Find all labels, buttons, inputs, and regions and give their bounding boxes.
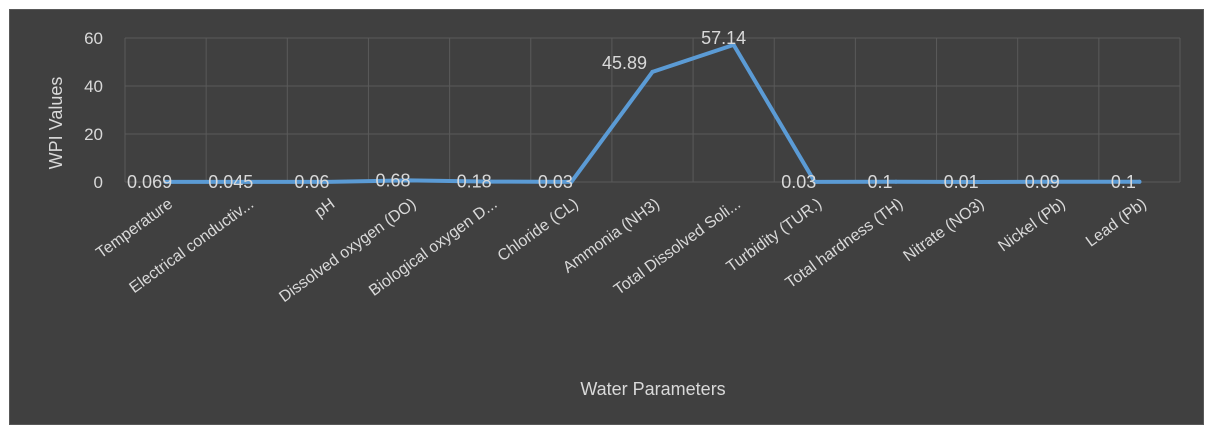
horizontal-gridlines [125,37,1180,183]
data-point [1056,179,1061,184]
data-point [650,69,655,74]
x-category-label: Dissolved oxygen (DO) [276,195,419,305]
y-tick-label: 20 [84,125,103,144]
data-point [407,178,412,183]
data-point [812,179,817,184]
data-point [893,179,898,184]
data-point [244,179,249,184]
vertical-gridlines [124,38,1181,182]
x-category-label: Nickel (Pb) [995,195,1068,255]
x-category-label: Chloride (CL) [495,195,582,265]
data-label: 0.03 [781,172,816,192]
data-label: 0.045 [208,172,253,192]
series-layer [163,42,1142,184]
data-point [325,179,330,184]
x-category-label: Temperature [93,195,176,262]
data-label: 0.069 [127,172,172,192]
y-axis-tick-labels: 0 20 40 60 [84,29,103,192]
data-label: 0.03 [538,172,573,192]
data-label: 0.09 [1025,172,1060,192]
data-label: 0.1 [867,172,892,192]
data-label: 0.06 [294,172,329,192]
y-axis-title: WPI Values [46,77,66,170]
y-tick-label: 60 [84,29,103,48]
x-category-label: Nitrate (NO3) [901,195,988,265]
data-point [975,179,980,184]
data-point [731,42,736,47]
chart-area: 0 20 40 60 Temperature Electrical conductiv.… [9,9,1204,425]
data-point [488,179,493,184]
data-label: 45.89 [602,53,647,73]
data-point [163,179,168,184]
data-label: 57.14 [701,28,746,48]
data-label: 0.01 [944,172,979,192]
data-label: 0.18 [457,172,492,192]
x-category-label: Lead (Pb) [1083,195,1150,250]
x-category-label: pH [312,195,339,221]
data-point [1137,179,1142,184]
data-labels: 0.069 0.045 0.06 0.68 0.18 0.03 45.89 57.14 0.03… [127,28,1136,192]
y-tick-label: 40 [84,77,103,96]
data-label: 0.68 [376,170,411,190]
data-label: 0.1 [1111,172,1136,192]
x-axis-title: Water Parameters [580,379,725,399]
data-point [569,179,574,184]
y-tick-label: 0 [94,173,103,192]
series-line [163,42,1142,184]
